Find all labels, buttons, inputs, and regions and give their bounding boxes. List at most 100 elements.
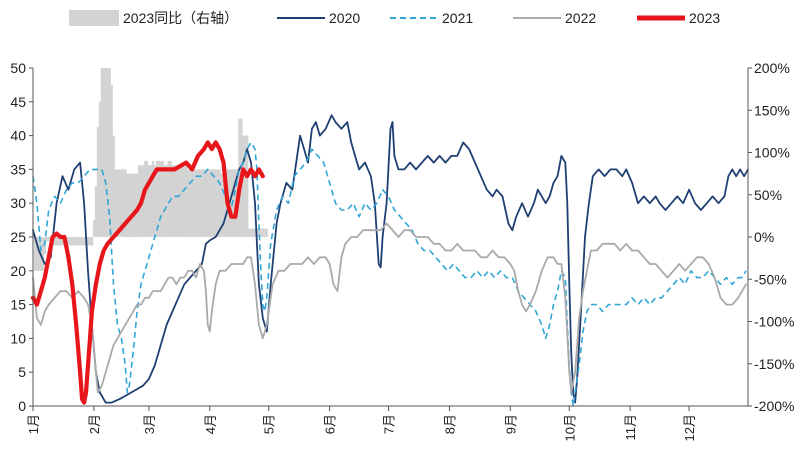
- yoy-bar: [232, 169, 235, 237]
- series-line-2021: [32, 141, 747, 407]
- legend: 2023同比（右轴） 2020 2021 2022 2023: [69, 10, 720, 26]
- y-right-tick-label: -200%: [754, 398, 794, 414]
- yoy-bar: [181, 165, 184, 237]
- yoy-bar: [47, 237, 50, 242]
- y-right-tick-label: 0%: [754, 229, 774, 245]
- yoy-bar: [149, 165, 153, 237]
- yoy-bar: [218, 169, 221, 237]
- yoy-bar: [193, 169, 196, 237]
- legend-label: 2020: [329, 10, 360, 26]
- y-left-tick-label: 15: [10, 297, 26, 313]
- y-right-tick-label: -50%: [754, 271, 787, 287]
- y-left-tick-label: 40: [10, 128, 26, 144]
- y-right-tick-label: -100%: [754, 314, 794, 330]
- yoy-bar: [138, 165, 141, 237]
- yoy-bar: [114, 169, 117, 237]
- yoy-bar: [33, 237, 37, 271]
- yoy-bar: [204, 169, 208, 237]
- yoy-bar: [197, 169, 200, 237]
- yoy-bar: [124, 169, 127, 237]
- yoy-bar: [61, 237, 64, 246]
- x-tick-label: 5月: [262, 414, 277, 434]
- x-tick-label: 7月: [382, 414, 397, 434]
- yoy-bar: [195, 169, 198, 237]
- yoy-bar: [202, 169, 206, 237]
- yoy-bar: [94, 186, 98, 237]
- yoy-bar: [157, 160, 160, 237]
- yoy-bar: [77, 237, 80, 246]
- yoy-bar: [185, 165, 188, 237]
- legend-label: 2021: [442, 10, 473, 26]
- legend-swatch: [69, 10, 119, 26]
- yoy-bar: [35, 237, 39, 271]
- yoy-bar: [53, 237, 56, 246]
- yoy-bar: [200, 169, 204, 237]
- yoy-bar: [265, 228, 269, 237]
- x-tick-label: 8月: [442, 414, 457, 434]
- yoy-bar: [165, 165, 168, 237]
- yoy-bar: [92, 220, 96, 237]
- series-lines: [30, 114, 749, 407]
- yoy-bar: [116, 169, 119, 237]
- yoy-bar: [246, 135, 249, 237]
- x-tick-label: 11月: [623, 414, 638, 441]
- y-left-tick-label: 10: [10, 330, 26, 346]
- y-left-tick-label: 45: [10, 94, 26, 110]
- yoy-bar: [43, 237, 47, 254]
- yoy-bar: [110, 84, 113, 238]
- y-left-tick-label: 50: [10, 60, 26, 76]
- x-tick-label: 2月: [87, 414, 102, 434]
- y-right-tick-label: 50%: [754, 187, 782, 203]
- yoy-bar: [145, 160, 149, 237]
- yoy-bar: [161, 160, 164, 237]
- yoy-bar: [171, 165, 174, 237]
- x-tick-label: 12月: [682, 414, 697, 441]
- x-tick-label: 3月: [142, 414, 157, 434]
- yoy-bar: [173, 165, 176, 237]
- series-line-2022: [32, 222, 747, 394]
- yoy-bar: [191, 169, 194, 237]
- yoy-bar: [198, 169, 202, 237]
- yoy-bar: [151, 160, 155, 237]
- yoy-bar: [147, 165, 151, 237]
- yoy-bar: [242, 135, 245, 237]
- yoy-bar: [112, 135, 115, 237]
- yoy-bar: [118, 169, 121, 237]
- yoy-bar: [263, 228, 267, 237]
- yoy-bar: [250, 228, 253, 237]
- yoy-bar: [71, 237, 74, 246]
- yoy-bar: [220, 173, 223, 238]
- yoy-bar: [96, 127, 100, 237]
- y-right-tick-label: 150%: [754, 102, 790, 118]
- yoy-bar: [122, 169, 125, 237]
- yoy-bar: [55, 237, 58, 246]
- yoy-bar: [88, 237, 92, 246]
- x-tick-label: 4月: [203, 414, 218, 434]
- yoy-bar: [81, 237, 84, 246]
- yoy-bar: [59, 237, 62, 246]
- yoy-bar: [222, 173, 225, 238]
- series-line-2020: [32, 114, 749, 404]
- legend-label: 2022: [565, 10, 596, 26]
- yoy-bar: [179, 165, 182, 237]
- yoy-bar: [177, 165, 180, 237]
- yoy-bar: [187, 169, 190, 237]
- yoy-bar: [100, 68, 104, 237]
- yoy-bar: [128, 173, 131, 238]
- yoy-bar: [261, 228, 265, 237]
- yoy-bar: [257, 228, 261, 237]
- yoy-bar: [75, 237, 78, 246]
- x-tick-label: 6月: [323, 414, 338, 434]
- y-left-tick-label: 20: [10, 263, 26, 279]
- legend-label: 2023: [689, 10, 720, 26]
- yoy-bar: [102, 68, 105, 237]
- y-left-tick-label: 0: [18, 398, 26, 414]
- y-left-tick-label: 5: [18, 364, 26, 380]
- yoy-bar: [244, 135, 247, 237]
- yoy-bar: [87, 237, 90, 246]
- yoy-bar: [69, 237, 72, 246]
- yoy-bar: [57, 237, 60, 246]
- yoy-bar: [253, 228, 257, 237]
- x-tick-label: 9月: [503, 414, 518, 434]
